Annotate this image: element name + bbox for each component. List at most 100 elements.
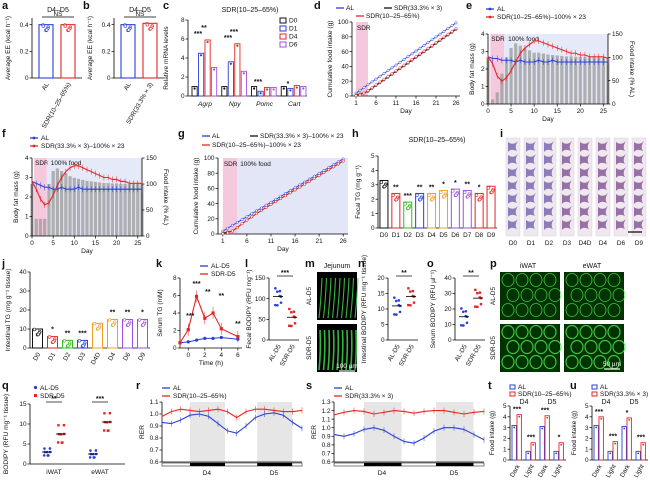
b-point xyxy=(145,23,150,27)
p-adipocyte xyxy=(520,288,534,302)
a-y-tick-label: 0.2 xyxy=(20,49,29,56)
d-x-tick-label: 11 xyxy=(393,100,400,107)
i-villus xyxy=(580,180,590,191)
e-food-bar xyxy=(583,57,587,104)
panel-label-q: q xyxy=(2,380,9,392)
n-y-label: Intestinal BODIPY (RFU mg⁻¹ tissue) xyxy=(361,255,368,364)
j-y-tick-label: 30 xyxy=(19,288,27,295)
f-shade-label: SDR xyxy=(35,160,49,167)
e-y-tick-label: 3 xyxy=(481,49,485,56)
j-point xyxy=(36,332,40,337)
p-adipocyte xyxy=(529,324,543,340)
u-group-label: D5 xyxy=(630,399,639,406)
e-food-bar xyxy=(587,57,592,104)
i-villus xyxy=(544,141,554,152)
e-y2-label: Food intake (% AL) xyxy=(628,41,635,97)
c-y-label: Relative mRNA levels xyxy=(163,26,170,90)
n-point xyxy=(411,289,415,293)
q-sig: ** xyxy=(51,396,57,403)
i-villus xyxy=(544,167,554,178)
l-y-tick-label: 150 xyxy=(255,275,266,282)
l-point xyxy=(293,322,297,325)
d-point xyxy=(454,27,458,30)
p-adipocyte xyxy=(534,288,548,302)
t-bar xyxy=(558,442,564,461)
b-y-tick-label: 0.2 xyxy=(102,49,111,56)
c-sig: *** xyxy=(194,31,202,38)
a-point xyxy=(66,28,71,32)
j-x-tick-label: D1 xyxy=(47,351,57,362)
e-food-bar xyxy=(574,56,578,104)
i-tissue-strip xyxy=(559,137,575,237)
p-adipocyte xyxy=(515,354,529,370)
j-x-tick-label: D2 xyxy=(62,351,72,362)
j-point xyxy=(122,318,127,322)
l-point xyxy=(275,290,279,293)
d-point xyxy=(370,86,374,90)
c-legend-label: D0 xyxy=(289,18,298,25)
i-villus xyxy=(562,180,572,191)
l-point xyxy=(290,311,293,314)
q-x-tick-label: iWAT xyxy=(46,469,61,476)
h-point xyxy=(427,193,431,197)
h-x-tick-label: D5 xyxy=(439,232,448,239)
f-y-tick-label: 0 xyxy=(25,233,29,240)
m-villus-signal xyxy=(318,329,322,371)
i-villus xyxy=(562,154,572,165)
h-x-tick-label: D7 xyxy=(463,232,472,239)
d-point xyxy=(434,41,438,45)
h-bar xyxy=(379,179,389,229)
g-point xyxy=(245,215,249,219)
g-point xyxy=(269,203,273,206)
b-point xyxy=(148,26,153,31)
t-point xyxy=(527,452,530,455)
l-point xyxy=(292,315,295,318)
i-villus xyxy=(634,180,644,191)
k-y-tick-label: 6 xyxy=(173,293,177,300)
u-legend-swatch xyxy=(591,391,598,397)
j-sig: * xyxy=(141,310,144,317)
i-tissue-strip xyxy=(577,137,593,237)
c-y-tick-label: 2 xyxy=(181,74,185,81)
q-point xyxy=(107,429,110,432)
c-bar xyxy=(240,70,247,97)
q-legend-label: AL-D5 xyxy=(40,385,59,392)
c-legend-label: D6 xyxy=(289,42,298,49)
n-point xyxy=(412,301,416,304)
u-sig: *** xyxy=(637,435,645,442)
n-sig: ** xyxy=(401,270,407,277)
g-point xyxy=(240,218,244,222)
c-point xyxy=(266,88,269,91)
h-point xyxy=(462,190,467,194)
o-point xyxy=(465,321,469,325)
d-point xyxy=(358,93,362,97)
d-point xyxy=(430,43,434,47)
t-point xyxy=(555,452,558,455)
a-sig: NS xyxy=(54,11,63,18)
c-point xyxy=(289,89,292,92)
a-y-label: Average EE (kcal h⁻¹) xyxy=(5,16,12,80)
h-point xyxy=(474,193,479,197)
i-villus xyxy=(634,141,644,152)
d-x-label: Day xyxy=(400,108,412,115)
f-y2-label: Food intake (% AL) xyxy=(162,169,169,225)
r-dark-bar xyxy=(257,463,293,466)
b-y-tick-label: 0.4 xyxy=(102,22,111,29)
u-sig: * xyxy=(626,410,629,417)
g-x-tick-label: 16 xyxy=(291,238,299,245)
l-y-tick-label: 0 xyxy=(262,337,266,344)
t-bar xyxy=(553,450,559,461)
h-x-tick-label: D4 xyxy=(427,232,436,239)
g-point xyxy=(226,226,230,230)
t-legend-swatch xyxy=(509,384,516,390)
h-point xyxy=(415,193,419,197)
e-y2-tick-label: 0 xyxy=(612,101,616,108)
c-point xyxy=(295,86,298,89)
d-point xyxy=(454,21,458,25)
g-x-tick-label: 6 xyxy=(245,238,249,245)
d-x-tick-label: 21 xyxy=(432,100,440,107)
p-adipocyte xyxy=(529,303,543,317)
c-x-tick-label: Cart xyxy=(288,101,302,108)
